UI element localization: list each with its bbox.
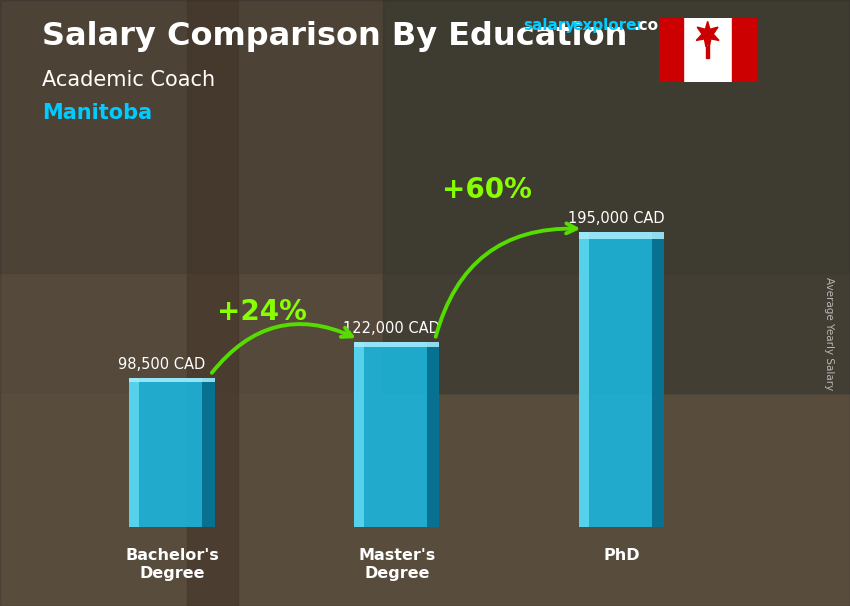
Bar <box>0 0 850 273</box>
Text: 195,000 CAD: 195,000 CAD <box>568 211 664 226</box>
Bar <box>579 231 665 527</box>
Bar <box>187 0 238 606</box>
Text: explorer: explorer <box>572 18 644 33</box>
Bar <box>129 378 215 527</box>
Bar <box>382 0 850 394</box>
Text: Salary Comparison By Education: Salary Comparison By Education <box>42 21 628 52</box>
Bar <box>0 394 850 606</box>
Bar <box>354 342 439 527</box>
Text: salary: salary <box>523 18 575 33</box>
Text: .com: .com <box>633 18 674 33</box>
Bar <box>129 378 139 527</box>
Bar <box>579 231 589 527</box>
Polygon shape <box>696 21 719 47</box>
Text: Average Yearly Salary: Average Yearly Salary <box>824 277 834 390</box>
Text: Bachelor's
Degree: Bachelor's Degree <box>125 548 218 581</box>
Text: Manitoba: Manitoba <box>42 103 153 123</box>
Text: +24%: +24% <box>217 298 307 326</box>
Text: Academic Coach: Academic Coach <box>42 70 216 90</box>
Text: PhD: PhD <box>604 548 640 564</box>
Bar <box>201 378 215 527</box>
Text: 122,000 CAD: 122,000 CAD <box>343 321 439 336</box>
Bar <box>354 342 439 347</box>
Text: Master's
Degree: Master's Degree <box>358 548 435 581</box>
Bar <box>129 378 215 382</box>
Bar <box>427 342 439 527</box>
Text: 98,500 CAD: 98,500 CAD <box>118 357 205 372</box>
Bar <box>579 231 665 239</box>
Text: +60%: +60% <box>442 176 531 204</box>
Bar <box>659 18 683 82</box>
Bar <box>732 18 756 82</box>
Bar <box>706 46 709 58</box>
Bar <box>651 231 665 527</box>
Bar <box>354 342 365 527</box>
